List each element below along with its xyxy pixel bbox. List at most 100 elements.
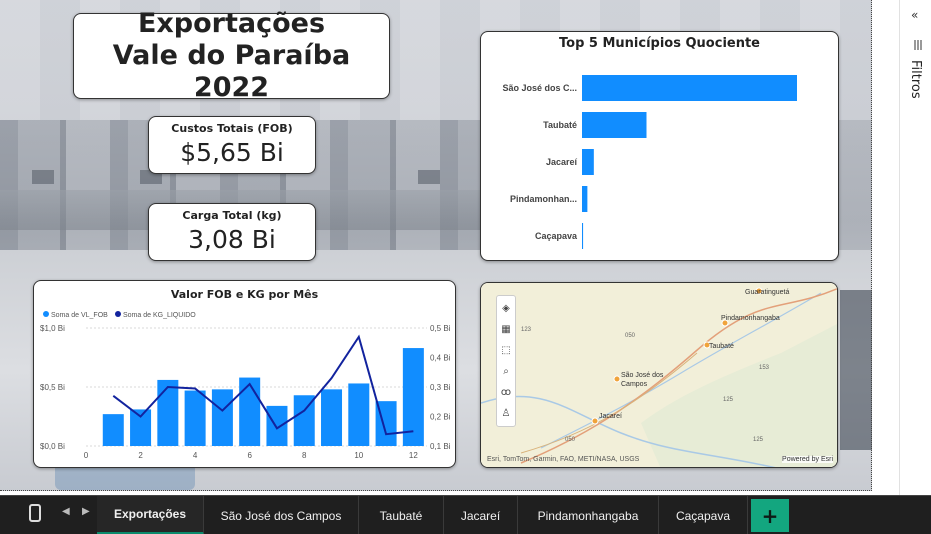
filter-icon [914,40,922,50]
layers-icon[interactable]: ◈ [502,302,510,314]
road-label: 153 [759,365,770,371]
prev-page-icon[interactable]: ◀ [62,506,70,517]
background-sign [418,170,440,184]
y-left-tick: $0,5 Bi [40,383,65,392]
bar [184,390,206,446]
collapse-icon[interactable]: « [911,8,919,22]
background-sign [32,170,54,184]
place-marker [703,341,711,349]
kpi-card-carga-total[interactable]: Carga Total (kg) 3,08 Bi [148,203,316,261]
title-card: Exportações Vale do Paraíba 2022 [73,8,390,103]
bar [582,223,584,249]
mobile-layout-icon[interactable] [29,504,41,522]
tab-sao-jose-dos-campos[interactable]: São José dos Campos [204,496,359,534]
place-marker [613,375,621,383]
river [481,395,776,467]
y-right-tick: 0,2 Bi [430,413,451,422]
place-label: Campos [621,381,648,388]
series-line [112,334,414,436]
place-label: Taubaté [709,343,734,350]
y-left-tick: $0,0 Bi [40,442,65,451]
bar [102,414,124,446]
bar [582,186,588,212]
legend-label: Soma de VL_FOB [51,312,108,319]
map-canvas[interactable]: Guaratinguetá Pindamonhangaba Taubaté São J… [481,283,838,468]
top5-bar-chart-card[interactable]: Top 5 Municípios Quociente São José dos … [480,31,839,261]
legend-label: Soma de KG_LIQUIDO [123,312,196,319]
y-right-tick: 0,5 Bi [430,324,451,333]
x-tick: 6 [247,451,252,460]
report-title: Exportações Vale do Paraíba 2022 [112,8,351,103]
report-canvas: Exportações Vale do Paraíba 2022 Custos … [0,0,872,491]
x-tick: 4 [193,451,198,460]
filters-label[interactable]: Filtros [908,60,923,99]
y-right-tick: 0,1 Bi [430,442,451,451]
highway [520,287,837,464]
bar [582,112,647,138]
place-label: Guaratinguetá [745,289,789,296]
road-label: 050 [565,437,576,443]
map-visual[interactable]: Guaratinguetá Pindamonhangaba Taubaté São J… [480,282,838,468]
qr-select-icon[interactable]: ▦ [501,323,511,335]
bar [402,348,424,446]
bar [211,389,233,446]
x-tick: 2 [138,451,143,460]
category-label: Jacareí [546,157,578,167]
bar [157,379,179,446]
x-tick: 12 [409,451,418,460]
lasso-icon[interactable]: ꝏ [500,386,512,398]
background-dark-panel [840,290,872,450]
place-label: São José dos [621,372,664,379]
tab-exportacoes[interactable]: Exportações [97,496,204,534]
combo-chart-card[interactable]: Valor FOB e KG por Mês Soma de VL_FOB Som… [33,280,456,468]
map-attribution: Esri, TomTom, Garmin, FAO, METI/NASA, US… [487,456,640,463]
chart-title: Top 5 Municípios Quociente [559,36,760,51]
tab-jacarei[interactable]: Jacareí [444,496,518,534]
map-powered-by[interactable]: Powered by Esri [782,456,833,463]
chart-title: Valor FOB e KG por Mês [170,288,319,301]
rect-select-icon[interactable]: ⬚ [501,344,511,356]
bar [266,405,288,446]
x-tick: 0 [84,451,89,460]
bar [582,75,797,101]
y-left-tick: $1,0 Bi [40,324,65,333]
kpi-value: $5,65 Bi [180,138,284,167]
x-tick: 8 [302,451,307,460]
search-icon[interactable]: ⌕ [503,365,509,377]
person-icon[interactable]: ♙ [501,407,511,419]
tab-taubate[interactable]: Taubaté [359,496,444,534]
bar [321,389,343,446]
x-tick: 10 [354,451,363,460]
next-page-icon[interactable]: ▶ [82,506,90,517]
add-page-button[interactable]: + [751,499,789,532]
tab-cacapava[interactable]: Caçapava [659,496,748,534]
kpi-value: 3,08 Bi [188,225,276,254]
category-label: São José dos C... [502,83,577,93]
category-label: Caçapava [535,231,578,241]
terrain-area [641,324,837,467]
kpi-card-custos-totais[interactable]: Custos Totais (FOB) $5,65 Bi [148,116,316,174]
road-label: 123 [521,327,532,333]
top5-bar-chart[interactable]: São José dos C... Taubaté Jacareí Pindamonh… [481,32,840,262]
tab-pindamonhangaba[interactable]: Pindamonhangaba [518,496,659,534]
y-right-tick: 0,4 Bi [430,354,451,363]
kpi-label: Carga Total (kg) [182,209,282,222]
kpi-label: Custos Totais (FOB) [171,122,293,135]
place-label: Jacareí [599,413,622,420]
category-label: Taubaté [543,120,577,130]
highway [520,352,698,454]
page-tabs-bar: ◀ ▶ Exportações São José dos Campos Taub… [0,495,931,534]
bar [582,149,594,175]
map-toolbar: ◈ ▦ ⬚ ⌕ ꝏ ♙ [496,295,516,427]
legend-marker [43,311,49,317]
legend-marker [115,311,121,317]
road-label: 125 [753,437,764,443]
bar [348,383,370,446]
combo-chart[interactable]: Soma de VL_FOB Soma de KG_LIQUIDO $0,0 Bi $… [34,281,457,469]
category-label: Pindamonhan... [510,194,577,204]
road-label: 050 [625,333,636,339]
place-marker [755,287,763,295]
filters-pane[interactable]: « Filtros [899,0,931,495]
y-right-tick: 0,3 Bi [430,383,451,392]
road-label: 125 [723,397,734,403]
